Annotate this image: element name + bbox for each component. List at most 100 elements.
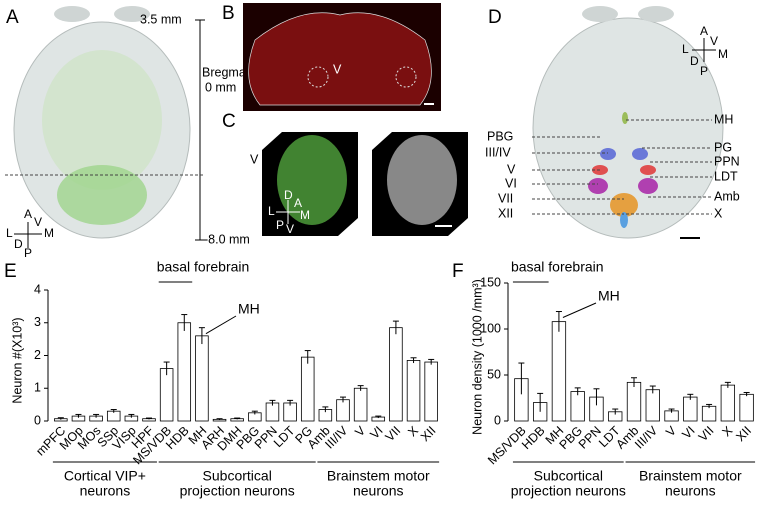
x-tick-label: V	[352, 423, 368, 439]
group-label: neurons	[665, 483, 716, 499]
group-label: Brainstem motor	[639, 468, 742, 484]
group-label: projection neurons	[180, 483, 295, 499]
group-label: Cortical VIP+	[64, 468, 146, 484]
compass-label: V	[286, 222, 294, 236]
y-tick-label: 50	[487, 367, 501, 381]
region-label: MH	[714, 112, 733, 126]
bar	[626, 381, 642, 422]
compass-label: D	[284, 188, 293, 202]
section	[248, 12, 432, 106]
bar	[424, 361, 438, 422]
compass-label: M	[44, 226, 54, 240]
bar	[300, 356, 315, 422]
y-tick-label: 150	[480, 275, 501, 289]
x-tick-label: X	[405, 423, 421, 439]
region-label: VII	[498, 191, 513, 205]
bar	[683, 396, 698, 422]
compass-label: P	[700, 64, 708, 78]
y-tick-label: 2	[34, 348, 41, 362]
compass-label: P	[24, 246, 32, 260]
bar	[159, 368, 174, 422]
x-tick-label: XII	[418, 424, 439, 445]
nucleus	[632, 148, 648, 160]
y-tick-label: 3	[34, 315, 41, 329]
region-label: III/IV	[485, 145, 511, 159]
compass-label: L	[682, 42, 689, 56]
panel-letter: D	[488, 7, 502, 28]
bar	[195, 335, 209, 422]
nucleus	[588, 178, 608, 194]
panel-letter: B	[222, 3, 235, 24]
cells	[277, 135, 347, 225]
compass-label: M	[300, 208, 310, 222]
compass-label: M	[718, 47, 728, 61]
x-tick-label: XII	[733, 424, 754, 445]
y-tick-label: 100	[480, 321, 501, 335]
annotation-line	[205, 315, 237, 335]
label: Bregma	[202, 65, 246, 79]
green-signal	[42, 50, 162, 190]
panel-letter: F	[452, 261, 464, 282]
compass-label: L	[6, 226, 13, 240]
compass-label: D	[690, 54, 699, 68]
compass-label: A	[294, 196, 302, 210]
y-tick-label: 1	[34, 381, 41, 395]
nucleus	[640, 165, 656, 175]
label: -8.0 mm	[204, 232, 250, 246]
nucleus	[638, 178, 658, 194]
nucleus	[622, 112, 628, 124]
group-label: neurons	[353, 483, 404, 499]
region-label: LDT	[714, 169, 738, 183]
label: 0 mm	[205, 80, 236, 94]
annotation: basal forebrain	[157, 259, 250, 275]
nucleus	[600, 148, 616, 160]
bar	[177, 322, 192, 422]
label: 3.5 mm	[140, 12, 182, 26]
compass-label: D	[14, 237, 23, 251]
region-label: PG	[714, 140, 732, 154]
bar	[720, 384, 736, 422]
region-label: PBG	[487, 129, 513, 143]
roi	[307, 66, 329, 88]
panel-d: D A V L M D P	[488, 6, 728, 239]
x-tick-label: III/IV	[632, 423, 661, 452]
y-axis-label: Neuron density (1000 /mm³)	[470, 279, 484, 435]
nucleus	[620, 212, 628, 228]
y-tick-label: 0	[34, 413, 41, 427]
annotation: MH	[598, 288, 620, 304]
region-label: Amb	[714, 189, 740, 203]
group-label: neurons	[80, 483, 131, 499]
green-signal	[57, 165, 147, 225]
compass-label: P	[276, 218, 284, 232]
x-tick-label: V	[663, 423, 679, 439]
compass-label: A	[700, 24, 708, 38]
panel-letter: A	[6, 7, 19, 28]
bar	[389, 327, 403, 422]
compass-label: L	[268, 204, 275, 218]
bar	[551, 321, 567, 422]
annotation-line	[562, 302, 597, 318]
label: V	[333, 62, 342, 76]
olfactory	[54, 6, 90, 22]
panel-letter: C	[222, 111, 236, 132]
group-label: Subcortical	[203, 468, 272, 484]
olfactory	[582, 6, 618, 22]
bar	[283, 402, 297, 422]
group-label: projection neurons	[511, 483, 626, 499]
brain	[532, 17, 724, 239]
bar	[265, 402, 280, 422]
bar	[701, 405, 717, 422]
group-label: Subcortical	[534, 468, 603, 484]
y-tick-label: 4	[34, 282, 41, 296]
bar	[336, 399, 350, 422]
annotation: basal forebrain	[511, 259, 604, 275]
olfactory	[638, 6, 674, 22]
region-label: V	[507, 162, 516, 176]
panel-c: C V D A L M P V	[222, 111, 468, 236]
panel-a: A 3.5 mm Bregma 0 mm -8.0 mm A V L M D P	[5, 6, 250, 260]
panel-letter: E	[4, 261, 17, 282]
